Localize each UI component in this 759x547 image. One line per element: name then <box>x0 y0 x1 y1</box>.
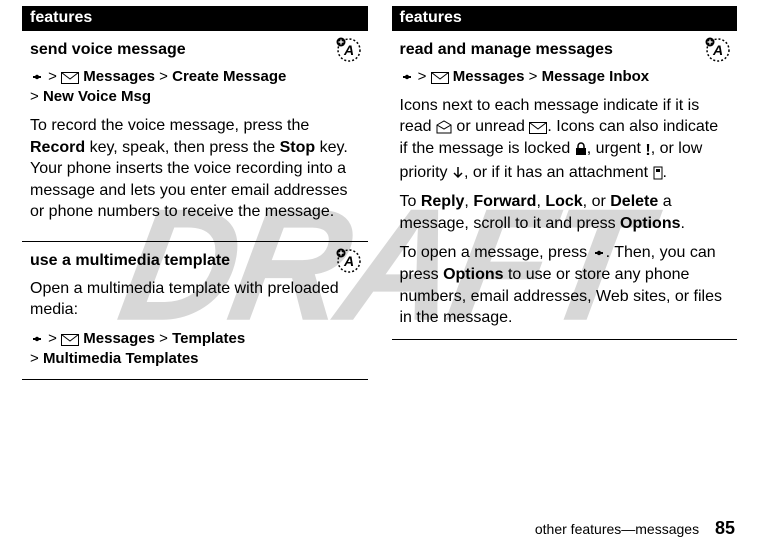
right-header: features <box>392 6 738 31</box>
page-footer: other features—messages 85 <box>535 518 735 539</box>
left-column: features A send voice message > Messages… <box>22 6 368 537</box>
body-text: To record the voice message, press the R… <box>30 115 360 223</box>
envelope-icon <box>431 72 449 84</box>
cell-mm-template: A use a multimedia template Open a multi… <box>22 242 368 380</box>
left-header: features <box>22 6 368 31</box>
envelope-open-icon <box>436 120 452 134</box>
footer-text: other features—messages <box>535 521 699 537</box>
path-seg: Create Message <box>172 68 286 85</box>
text: or unread <box>452 118 529 135</box>
text: key, speak, then press the <box>85 139 279 156</box>
page-number: 85 <box>715 518 735 538</box>
envelope-closed-icon <box>529 122 547 134</box>
right-column: features A read and manage messages > Me… <box>392 6 738 537</box>
path-seg: Multimedia Templates <box>43 350 199 367</box>
center-key-icon <box>30 70 44 84</box>
row-title: use a multimedia template <box>30 250 360 272</box>
action-label: Lock <box>545 193 582 210</box>
key-label: Record <box>30 139 85 156</box>
path-seg: Messages <box>453 68 525 85</box>
page-content: features A send voice message > Messages… <box>0 0 759 547</box>
center-key-icon <box>30 332 44 346</box>
nav-path: > Messages > Templates > Multimedia Temp… <box>30 329 360 370</box>
action-label: Delete <box>610 193 658 210</box>
operator-badge-icon: A <box>336 248 362 274</box>
left-table: features A send voice message > Messages… <box>22 6 368 380</box>
cell-send-voice: A send voice message > Messages > Create… <box>22 31 368 242</box>
text: . <box>680 215 684 232</box>
nav-path: > Messages > Create Message > New Voice … <box>30 67 360 108</box>
para-open: To open a message, press . Then, you can… <box>400 242 730 328</box>
path-seg: New Voice Msg <box>43 88 151 105</box>
para-actions: To Reply, Forward, Lock, or Delete a mes… <box>400 191 730 234</box>
operator-badge-icon: A <box>705 37 731 63</box>
text: , <box>464 193 473 210</box>
down-arrow-icon <box>452 166 464 180</box>
center-key-icon <box>400 70 414 84</box>
key-label: Stop <box>280 139 316 156</box>
operator-badge-icon: A <box>336 37 362 63</box>
action-label: Reply <box>421 193 465 210</box>
envelope-icon <box>61 72 79 84</box>
path-seg: Messages <box>83 330 155 347</box>
text: , or <box>583 193 611 210</box>
text: To open a message, press <box>400 244 592 261</box>
text: . <box>663 164 667 181</box>
envelope-icon <box>61 334 79 346</box>
text: , urgent <box>587 140 646 157</box>
action-label: Options <box>443 266 503 283</box>
center-key-icon <box>592 246 606 260</box>
row-title: send voice message <box>30 39 360 61</box>
right-table: features A read and manage messages > Me… <box>392 6 738 340</box>
text: , <box>536 193 545 210</box>
attachment-icon <box>653 166 663 180</box>
text: To <box>400 193 421 210</box>
text: , or if it has an attachment <box>464 164 653 181</box>
action-label: Forward <box>473 193 536 210</box>
para-icons: Icons next to each message indicate if i… <box>400 95 730 183</box>
text: To record the voice message, press the <box>30 117 309 134</box>
path-seg: Messages <box>83 68 155 85</box>
path-seg: Message Inbox <box>542 68 650 85</box>
nav-path: > Messages > Message Inbox <box>400 67 730 87</box>
action-label: Options <box>620 215 680 232</box>
row-title: read and manage messages <box>400 39 730 61</box>
path-seg: Templates <box>172 330 245 347</box>
lock-icon <box>575 142 587 156</box>
cell-read-manage: A read and manage messages > Messages > … <box>392 31 738 340</box>
intro-text: Open a multimedia template with preloade… <box>30 278 360 321</box>
